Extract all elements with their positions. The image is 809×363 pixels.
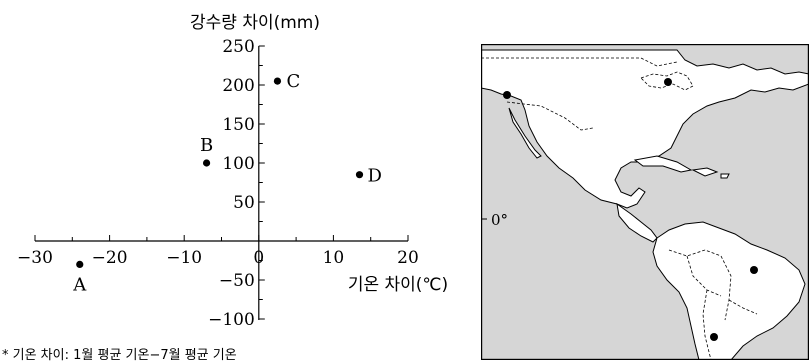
city-marker-brasilia [750, 266, 758, 274]
data-point-b [202, 159, 211, 167]
y-tick-label: −50 [219, 271, 255, 291]
us-canada-border [481, 57, 678, 67]
puerto-rico [720, 173, 730, 179]
x-axis-title: 기온 차이(℃) [348, 275, 448, 295]
great-lakes [640, 71, 694, 91]
data-point-label-a: A [72, 274, 87, 295]
x-tick-label: −10 [166, 248, 202, 268]
x-tick-label: 0 [253, 248, 264, 268]
south-america-landmass [652, 221, 806, 360]
y-tick-label: −100 [208, 310, 255, 330]
equator-label: 0° [491, 211, 508, 229]
data-point-label-d: D [368, 166, 382, 187]
data-point-c [273, 77, 282, 85]
data-point-d [355, 171, 364, 179]
us-mexico-border [506, 101, 594, 131]
cuba [633, 155, 693, 173]
scatter-chart: 강수량 차이(mm) 기온 차이(℃) −30 −20 −10 0 10 20−100−5… [17, 13, 448, 330]
y-axis-title: 강수량 차이(mm) [190, 13, 320, 33]
central-america [616, 202, 658, 243]
x-tick-label: −30 [17, 248, 53, 268]
data-point-a [76, 260, 84, 268]
city-marker-san-francisco [503, 91, 511, 99]
baja-california [508, 107, 542, 159]
city-marker-buenos-aires [710, 333, 718, 341]
y-tick-label: 200 [222, 76, 254, 96]
data-points: A B C D [72, 71, 382, 295]
americas-map: 0° [481, 44, 809, 360]
x-tick-label: −20 [92, 248, 128, 268]
south-america-borders [668, 249, 758, 360]
city-marker-new-york [664, 78, 672, 86]
y-tick-label: 250 [222, 37, 254, 57]
tick-marks [34, 45, 409, 320]
data-point-label-b: B [200, 135, 213, 156]
x-tick-label: 10 [323, 248, 345, 268]
x-tick-label: 20 [397, 248, 419, 268]
y-tick-label: 100 [222, 154, 254, 174]
hispaniola [691, 167, 719, 177]
footnote: * 기온 차이: 1월 평균 기온−7월 평균 기온 [2, 348, 237, 363]
y-tick-label: 150 [222, 115, 254, 135]
map-frame [481, 44, 809, 360]
data-point-label-c: C [286, 71, 300, 92]
y-tick-label: 50 [233, 193, 255, 213]
